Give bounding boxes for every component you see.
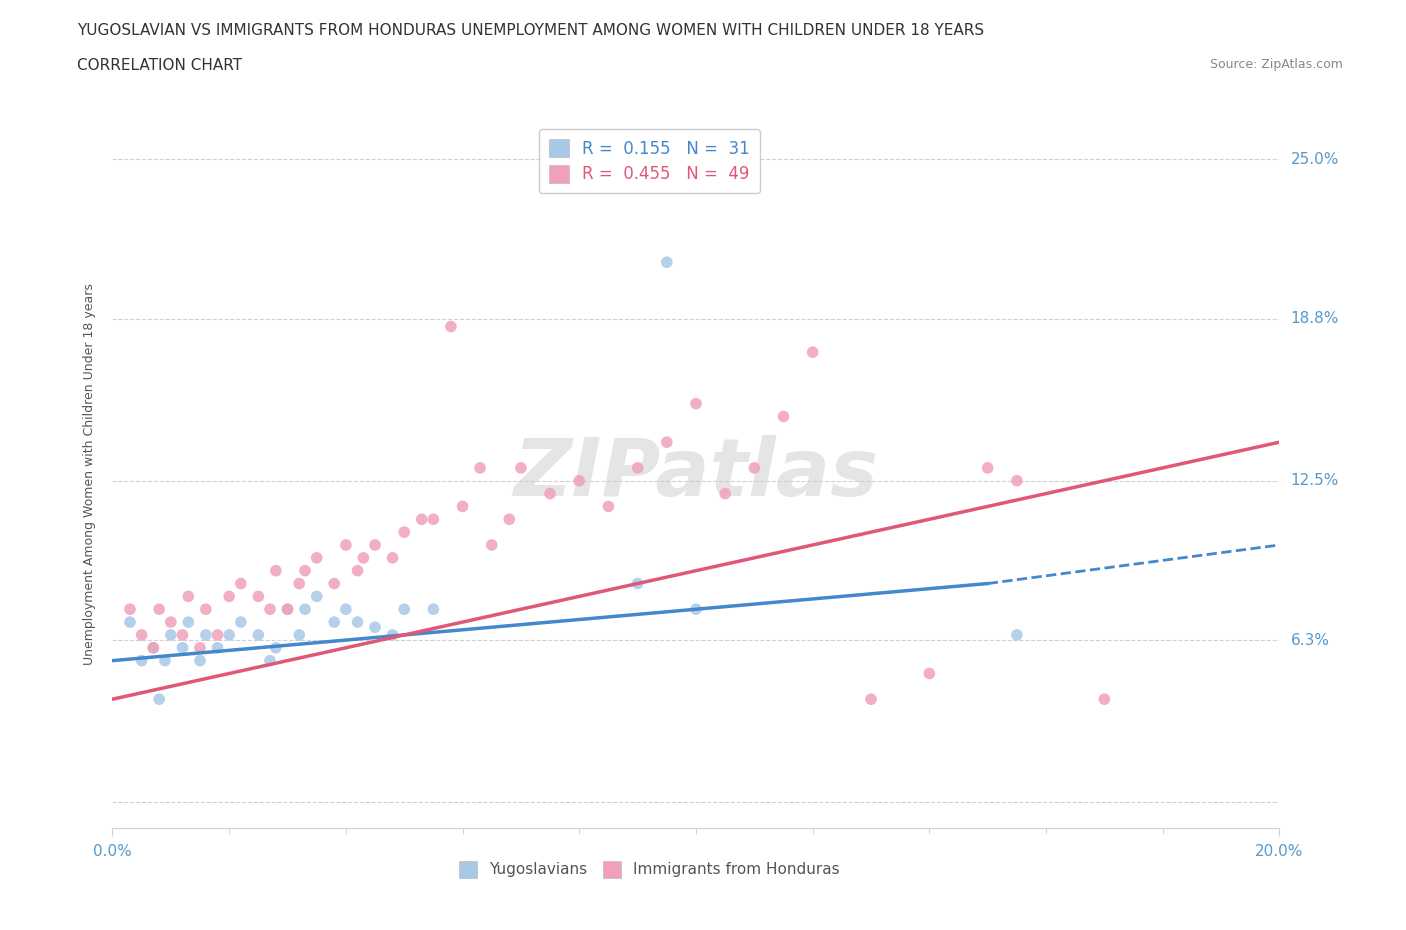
Point bbox=[468, 460, 491, 475]
Text: 12.5%: 12.5% bbox=[1291, 473, 1339, 488]
Point bbox=[177, 589, 200, 604]
Point bbox=[188, 653, 211, 668]
Point bbox=[394, 602, 416, 617]
Point bbox=[153, 653, 176, 668]
Point bbox=[1094, 692, 1116, 707]
Point bbox=[498, 512, 520, 526]
Text: CORRELATION CHART: CORRELATION CHART bbox=[77, 58, 242, 73]
Point bbox=[976, 460, 998, 475]
Point bbox=[218, 628, 240, 643]
Point bbox=[335, 602, 357, 617]
Point bbox=[148, 692, 170, 707]
Text: YUGOSLAVIAN VS IMMIGRANTS FROM HONDURAS UNEMPLOYMENT AMONG WOMEN WITH CHILDREN U: YUGOSLAVIAN VS IMMIGRANTS FROM HONDURAS … bbox=[77, 23, 984, 38]
Point bbox=[742, 460, 765, 475]
Point bbox=[918, 666, 941, 681]
Point bbox=[860, 692, 883, 707]
Point bbox=[294, 602, 316, 617]
Point bbox=[364, 538, 387, 552]
Point bbox=[801, 345, 824, 360]
Y-axis label: Unemployment Among Women with Children Under 18 years: Unemployment Among Women with Children U… bbox=[83, 284, 96, 665]
Point bbox=[194, 602, 217, 617]
Point bbox=[364, 619, 387, 634]
Point bbox=[538, 486, 561, 501]
Point bbox=[118, 602, 141, 617]
Point bbox=[346, 615, 368, 630]
Text: 18.8%: 18.8% bbox=[1291, 312, 1339, 326]
Point bbox=[207, 641, 229, 656]
Point bbox=[160, 628, 183, 643]
Point bbox=[1005, 473, 1028, 488]
Point bbox=[598, 499, 620, 514]
Point bbox=[509, 460, 531, 475]
Point bbox=[627, 460, 650, 475]
Point bbox=[772, 409, 794, 424]
Point bbox=[218, 589, 240, 604]
Point bbox=[160, 615, 183, 630]
Text: 25.0%: 25.0% bbox=[1291, 152, 1339, 167]
Point bbox=[276, 602, 298, 617]
Point bbox=[142, 641, 165, 656]
Point bbox=[381, 551, 404, 565]
Point bbox=[685, 396, 707, 411]
Point bbox=[411, 512, 433, 526]
Point bbox=[294, 564, 316, 578]
Point bbox=[194, 628, 217, 643]
Point bbox=[352, 551, 374, 565]
Point bbox=[288, 628, 311, 643]
Point bbox=[131, 628, 153, 643]
Point bbox=[627, 576, 650, 591]
Point bbox=[264, 564, 287, 578]
Point bbox=[422, 602, 444, 617]
Point bbox=[131, 653, 153, 668]
Point bbox=[148, 602, 170, 617]
Point bbox=[264, 641, 287, 656]
Legend: Yugoslavians, Immigrants from Honduras: Yugoslavians, Immigrants from Honduras bbox=[453, 855, 846, 884]
Point bbox=[323, 576, 346, 591]
Point bbox=[229, 615, 252, 630]
Point bbox=[118, 615, 141, 630]
Point bbox=[440, 319, 463, 334]
Point bbox=[172, 628, 194, 643]
Point bbox=[276, 602, 298, 617]
Point bbox=[1005, 628, 1028, 643]
Point bbox=[207, 628, 229, 643]
Point bbox=[451, 499, 474, 514]
Point bbox=[177, 615, 200, 630]
Point bbox=[655, 255, 678, 270]
Point bbox=[172, 641, 194, 656]
Point bbox=[323, 615, 346, 630]
Point bbox=[259, 653, 281, 668]
Point bbox=[305, 551, 328, 565]
Point bbox=[346, 564, 368, 578]
Point bbox=[188, 641, 211, 656]
Point bbox=[714, 486, 737, 501]
Point bbox=[381, 628, 404, 643]
Point bbox=[335, 538, 357, 552]
Text: 6.3%: 6.3% bbox=[1291, 632, 1330, 647]
Point bbox=[481, 538, 503, 552]
Point bbox=[142, 641, 165, 656]
Point bbox=[259, 602, 281, 617]
Point bbox=[305, 589, 328, 604]
Point bbox=[247, 589, 270, 604]
Point bbox=[247, 628, 270, 643]
Point bbox=[394, 525, 416, 539]
Point bbox=[655, 434, 678, 449]
Point bbox=[568, 473, 591, 488]
Point bbox=[685, 602, 707, 617]
Text: ZIPatlas: ZIPatlas bbox=[513, 435, 879, 513]
Text: Source: ZipAtlas.com: Source: ZipAtlas.com bbox=[1209, 58, 1343, 71]
Point bbox=[229, 576, 252, 591]
Point bbox=[422, 512, 444, 526]
Point bbox=[288, 576, 311, 591]
